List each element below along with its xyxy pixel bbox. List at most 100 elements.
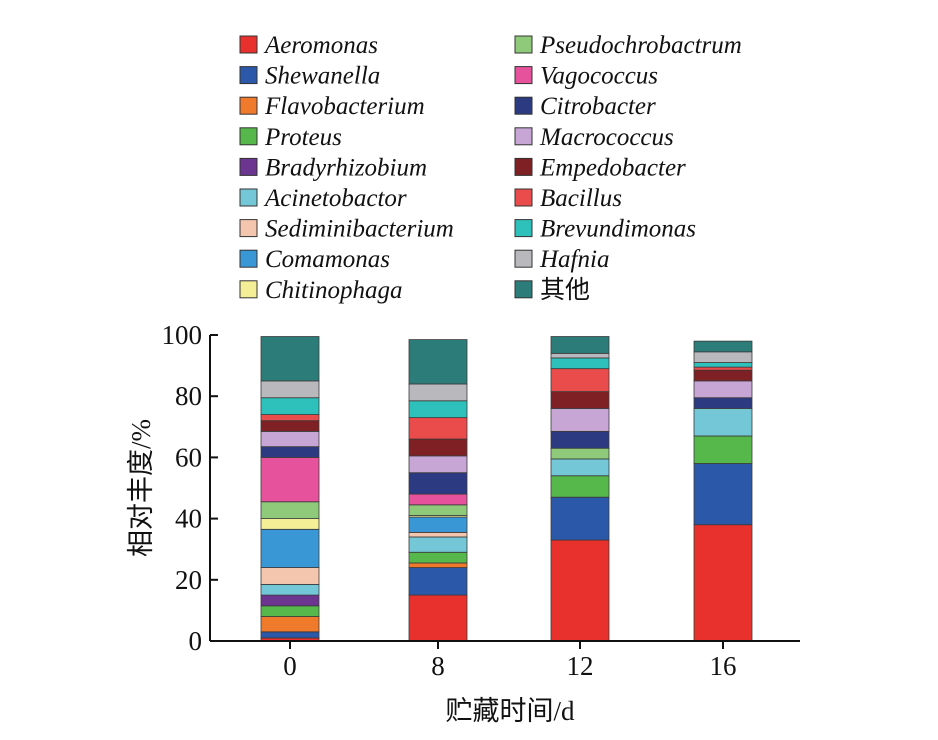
bar-segment <box>260 567 320 585</box>
y-tick-label: 60 <box>175 442 202 472</box>
bar-segment <box>550 391 610 409</box>
bar-segment <box>550 475 610 498</box>
legend-label: Comamonas <box>265 246 390 273</box>
legend-swatch <box>514 188 533 207</box>
bar-segment <box>550 357 610 370</box>
bar-segment <box>550 496 610 541</box>
bars <box>260 336 753 642</box>
bar-segment <box>550 368 610 393</box>
bar-segment <box>408 551 468 564</box>
legend-label: Bacillus <box>540 185 622 212</box>
y-tick-label: 80 <box>175 381 202 411</box>
legend-swatch <box>514 127 533 146</box>
bar-segment <box>408 504 468 516</box>
legend-swatch <box>239 219 258 238</box>
x-axis-title: 贮藏时间/d <box>445 696 575 726</box>
bar-segment <box>260 616 320 633</box>
legend-swatch <box>239 280 258 299</box>
bar-segment <box>693 369 753 382</box>
legend-swatch <box>514 249 533 268</box>
y-tick-label: 40 <box>175 504 202 534</box>
bar-segment <box>260 420 320 432</box>
axes: 贮藏时间/d 相对丰度/% 0 20 40 60 80 100 0 8 12 16 <box>126 320 800 726</box>
bar-segment <box>408 567 468 596</box>
bar-segment <box>408 562 468 568</box>
legend-label: Flavobacterium <box>264 93 425 120</box>
bar-segment <box>550 336 610 354</box>
legend-label: Empedobacter <box>539 154 686 181</box>
bar-segment <box>408 438 468 457</box>
legend-label: 其他 <box>540 276 590 304</box>
y-tick-label: 20 <box>175 565 202 595</box>
legend-label: Vagococcus <box>540 63 658 90</box>
bar-segment <box>693 524 753 642</box>
bar-segment <box>693 435 753 464</box>
x-tick-label: 12 <box>567 651 594 681</box>
bar-segment <box>550 352 610 359</box>
bar-segment <box>260 336 320 382</box>
bar-segment <box>408 417 468 440</box>
bar-segment <box>693 380 753 399</box>
legend-label: Proteus <box>264 124 342 151</box>
legend-label: Brevundimonas <box>540 216 696 243</box>
legend-label: Bradyrhizobium <box>265 154 427 181</box>
bar-segment <box>408 472 468 495</box>
bar-segment <box>693 397 753 409</box>
legend-label: Pseudochrobactrum <box>539 32 742 59</box>
bar-segment <box>260 528 320 568</box>
bar-segment <box>260 594 320 607</box>
legend-label: Citrobacter <box>540 93 656 120</box>
legend-label: Aeromonas <box>263 32 378 59</box>
bar-segment <box>408 531 468 538</box>
bar-segment <box>693 463 753 526</box>
bar-segment <box>260 605 320 617</box>
legend-swatch <box>514 35 533 54</box>
legend-swatch <box>239 249 258 268</box>
bar-segment <box>693 362 753 368</box>
legend-label: Shewanella <box>265 63 380 90</box>
legend-swatch <box>514 66 533 85</box>
legend-swatch <box>239 35 258 54</box>
bar-segment <box>260 380 320 399</box>
legend-swatch <box>514 280 533 299</box>
x-tick-label: 8 <box>431 651 445 681</box>
bar-segment <box>260 583 320 596</box>
bar-segment <box>260 631 320 639</box>
legend-label: Acinetobactor <box>263 185 407 212</box>
bar-segment <box>260 518 320 530</box>
legend: Aeromonas Shewanella Flavobacterium Proteus… <box>239 32 742 304</box>
bar-segment <box>408 339 468 385</box>
legend-swatch <box>514 157 533 176</box>
legend-swatch <box>239 127 258 146</box>
y-tick-label: 100 <box>162 320 203 350</box>
bar-segment <box>260 414 320 422</box>
bar-segment <box>408 536 468 553</box>
y-axis-title: 相对丰度/% <box>126 419 156 557</box>
y-tick-label: 0 <box>189 626 203 656</box>
x-tick-label: 16 <box>710 651 737 681</box>
bar-segment <box>260 501 320 519</box>
bar-segment <box>693 366 753 371</box>
legend-label: Macrococcus <box>539 124 674 151</box>
bar-segment <box>260 397 320 415</box>
bar-segment <box>693 408 753 437</box>
bar-segment <box>550 430 610 449</box>
bar-segment <box>260 430 320 448</box>
legend-swatch <box>239 66 258 85</box>
bar-segment <box>408 493 468 506</box>
legend-label: Sediminibacterium <box>265 216 454 243</box>
bar-segment <box>408 516 468 533</box>
legend-label: Hafnia <box>539 246 609 273</box>
legend-swatch <box>239 157 258 176</box>
bar-segment <box>693 351 753 363</box>
legend-label: Chitinophaga <box>265 277 403 304</box>
bar-segment <box>550 447 610 460</box>
bar-segment <box>550 458 610 477</box>
legend-swatch <box>239 188 258 207</box>
bar-segment <box>408 400 468 419</box>
x-tick-label: 0 <box>283 651 297 681</box>
legend-swatch <box>514 96 533 115</box>
legend-swatch <box>239 96 258 115</box>
